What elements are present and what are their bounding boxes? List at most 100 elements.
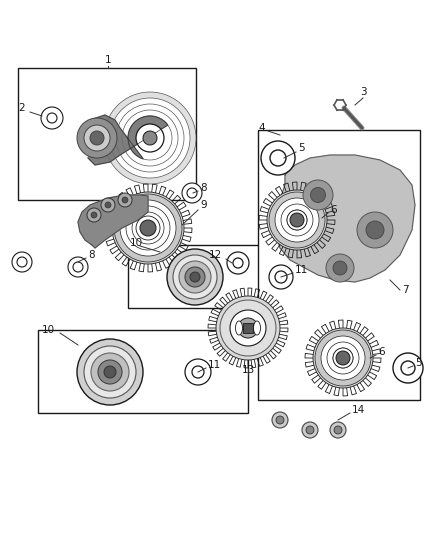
- Text: 1: 1: [105, 55, 111, 65]
- Circle shape: [73, 262, 83, 272]
- Circle shape: [98, 360, 122, 384]
- Circle shape: [330, 422, 346, 438]
- Circle shape: [192, 366, 204, 378]
- Text: 14: 14: [352, 405, 365, 415]
- Circle shape: [132, 212, 164, 244]
- Circle shape: [275, 198, 319, 242]
- Circle shape: [357, 212, 393, 248]
- Circle shape: [333, 348, 353, 368]
- Circle shape: [68, 257, 88, 277]
- Circle shape: [105, 202, 111, 208]
- Polygon shape: [275, 155, 415, 282]
- Circle shape: [114, 194, 182, 262]
- Circle shape: [104, 366, 116, 378]
- Circle shape: [143, 131, 157, 145]
- Circle shape: [287, 210, 307, 230]
- Bar: [258, 130, 420, 400]
- Circle shape: [84, 346, 136, 398]
- Text: 3: 3: [360, 87, 366, 97]
- Text: 8: 8: [200, 183, 207, 193]
- Circle shape: [216, 296, 280, 360]
- Circle shape: [91, 353, 129, 391]
- Circle shape: [327, 342, 359, 374]
- Bar: [128, 245, 320, 308]
- Text: 8: 8: [88, 250, 95, 260]
- Circle shape: [101, 198, 115, 212]
- Circle shape: [333, 261, 347, 275]
- Circle shape: [336, 351, 350, 365]
- Circle shape: [238, 318, 258, 338]
- Circle shape: [233, 258, 243, 268]
- Circle shape: [41, 107, 63, 129]
- Bar: [243, 323, 253, 333]
- Circle shape: [190, 272, 200, 282]
- Circle shape: [136, 124, 164, 152]
- Bar: [38, 330, 248, 413]
- Circle shape: [136, 216, 160, 240]
- Circle shape: [302, 422, 318, 438]
- Circle shape: [272, 412, 288, 428]
- Circle shape: [77, 339, 143, 405]
- Circle shape: [306, 426, 314, 434]
- Bar: [18, 68, 196, 200]
- Ellipse shape: [236, 321, 243, 335]
- Circle shape: [17, 257, 27, 267]
- Polygon shape: [80, 115, 168, 165]
- Circle shape: [122, 197, 128, 203]
- Text: 4: 4: [259, 123, 265, 133]
- Circle shape: [276, 416, 284, 424]
- Circle shape: [90, 131, 104, 145]
- Circle shape: [227, 252, 249, 274]
- Circle shape: [116, 104, 184, 172]
- Circle shape: [230, 310, 266, 346]
- Circle shape: [112, 192, 184, 264]
- Circle shape: [140, 220, 156, 236]
- Text: 5: 5: [415, 358, 422, 368]
- Circle shape: [401, 361, 415, 375]
- Circle shape: [267, 190, 327, 250]
- Circle shape: [185, 359, 211, 385]
- Circle shape: [110, 98, 190, 178]
- Circle shape: [275, 271, 287, 283]
- Circle shape: [185, 267, 205, 287]
- Circle shape: [138, 218, 158, 238]
- Circle shape: [91, 212, 97, 218]
- Text: 7: 7: [402, 285, 409, 295]
- Circle shape: [12, 252, 32, 272]
- Circle shape: [290, 213, 304, 227]
- Circle shape: [269, 192, 325, 248]
- Circle shape: [167, 249, 223, 305]
- Polygon shape: [78, 195, 148, 248]
- Circle shape: [179, 261, 211, 293]
- Text: 2: 2: [19, 103, 25, 113]
- Circle shape: [270, 150, 286, 166]
- Circle shape: [104, 92, 196, 184]
- Text: 10: 10: [130, 238, 143, 248]
- Text: 5: 5: [298, 143, 304, 153]
- Circle shape: [393, 353, 423, 383]
- Circle shape: [315, 330, 371, 386]
- Text: 11: 11: [295, 265, 308, 275]
- Circle shape: [182, 183, 202, 203]
- Circle shape: [120, 200, 176, 256]
- Circle shape: [240, 320, 256, 336]
- Circle shape: [333, 348, 353, 368]
- Circle shape: [173, 255, 217, 299]
- Circle shape: [261, 141, 295, 175]
- Text: 11: 11: [208, 360, 221, 370]
- Circle shape: [47, 113, 57, 123]
- Text: 9: 9: [200, 200, 207, 210]
- Circle shape: [313, 328, 373, 388]
- Text: 6: 6: [378, 347, 385, 357]
- Circle shape: [84, 125, 110, 151]
- Text: 13: 13: [241, 365, 254, 375]
- Text: 10: 10: [42, 325, 55, 335]
- Circle shape: [126, 206, 170, 250]
- Circle shape: [321, 336, 365, 380]
- Circle shape: [303, 180, 333, 210]
- Circle shape: [122, 110, 178, 166]
- Text: 12: 12: [209, 250, 222, 260]
- Circle shape: [287, 210, 307, 230]
- Circle shape: [311, 188, 325, 203]
- Circle shape: [87, 208, 101, 222]
